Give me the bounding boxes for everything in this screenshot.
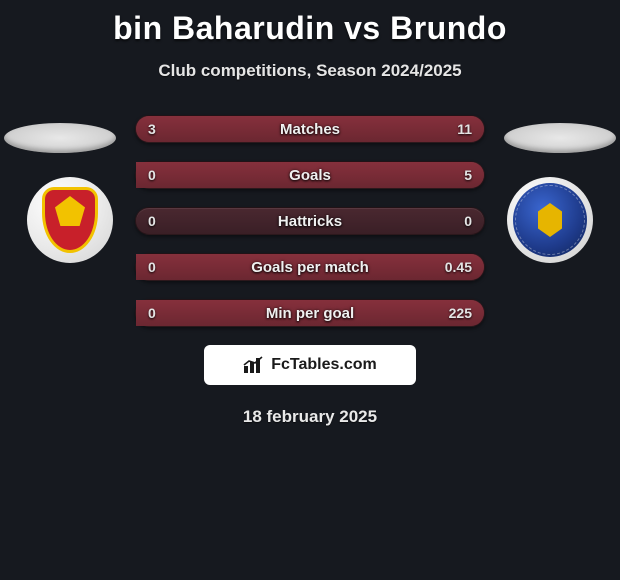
stat-bar: 0 0.45 Goals per match <box>135 253 485 281</box>
page-title: bin Baharudin vs Brundo <box>0 0 620 47</box>
stat-value-right: 0 <box>464 213 472 229</box>
date-text: 18 february 2025 <box>0 407 620 427</box>
stat-value-right: 225 <box>449 305 472 321</box>
shield-icon <box>42 187 98 253</box>
stat-label: Goals <box>289 167 331 184</box>
stat-label: Goals per match <box>251 259 369 276</box>
platform-left <box>4 123 116 153</box>
stat-value-left: 0 <box>148 213 156 229</box>
stat-value-left: 0 <box>148 259 156 275</box>
badge-icon <box>513 183 587 257</box>
stat-value-left: 3 <box>148 121 156 137</box>
stat-value-right: 5 <box>464 167 472 183</box>
crest-right <box>507 177 593 263</box>
brand-badge: FcTables.com <box>204 345 416 385</box>
chart-icon <box>243 356 265 374</box>
platform-right <box>504 123 616 153</box>
stat-value-right: 0.45 <box>445 259 472 275</box>
stat-value-right: 11 <box>457 121 472 137</box>
stat-label: Min per goal <box>266 305 354 322</box>
stat-bar: 0 5 Goals <box>135 161 485 189</box>
crest-left <box>27 177 113 263</box>
stat-fill-right <box>211 116 484 142</box>
stat-bar: 0 0 Hattricks <box>135 207 485 235</box>
stat-value-left: 0 <box>148 167 156 183</box>
subtitle: Club competitions, Season 2024/2025 <box>0 61 620 81</box>
stat-bars: 3 11 Matches 0 5 Goals 0 0 Hattricks 0 0.45 Goals p… <box>135 105 485 327</box>
comparison-arena: 3 11 Matches 0 5 Goals 0 0 Hattricks 0 0.45 Goals p… <box>0 105 620 327</box>
stat-bar: 3 11 Matches <box>135 115 485 143</box>
brand-text: FcTables.com <box>271 356 377 374</box>
stat-bar: 0 225 Min per goal <box>135 299 485 327</box>
stat-value-left: 0 <box>148 305 156 321</box>
stat-label: Hattricks <box>278 213 342 230</box>
stat-label: Matches <box>280 121 340 138</box>
